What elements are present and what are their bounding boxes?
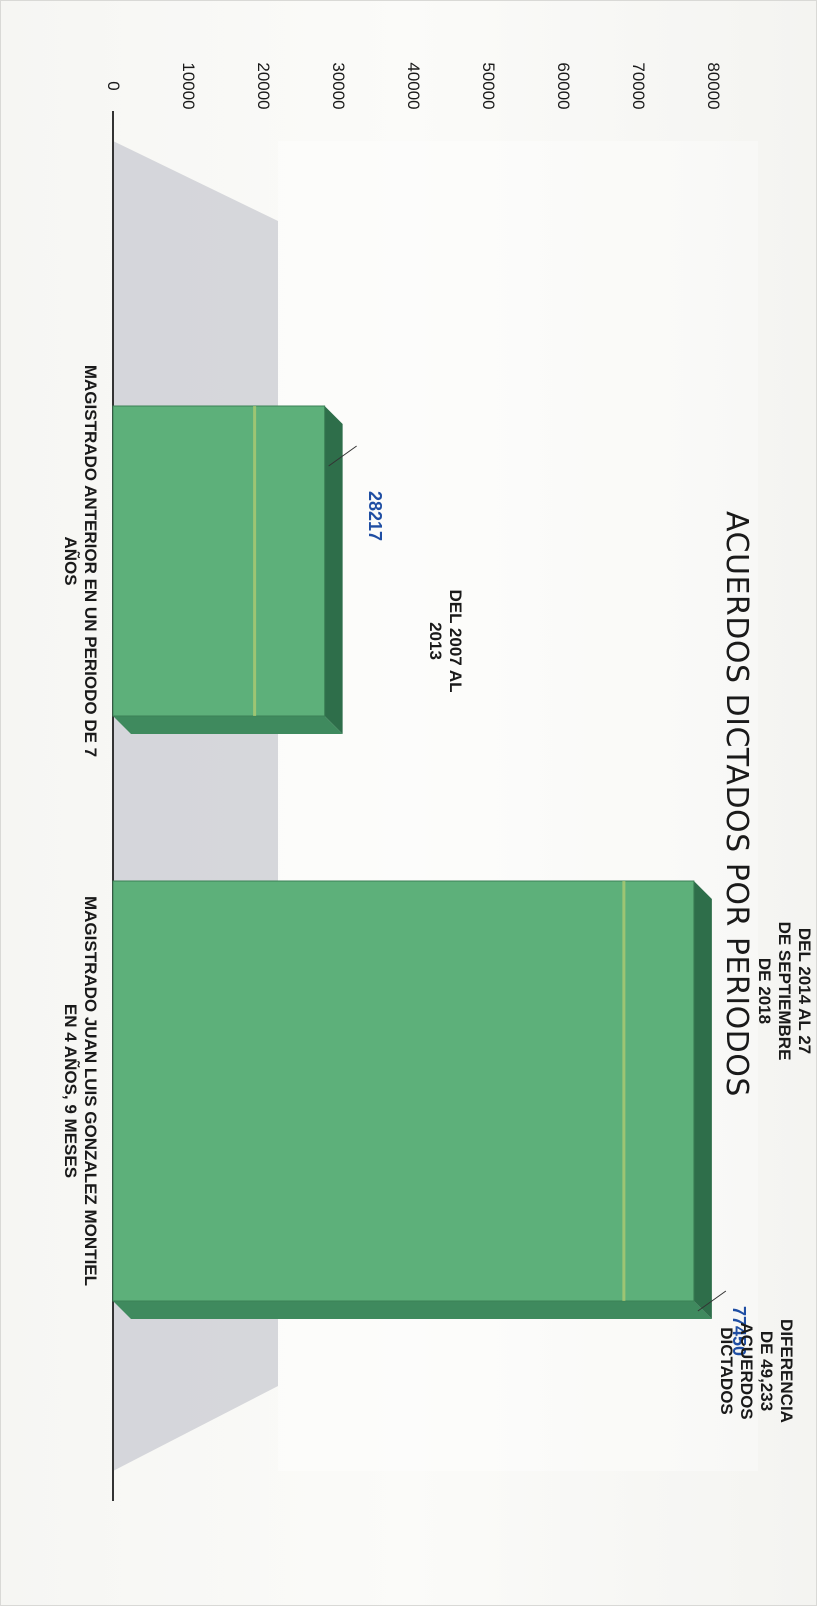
y-tick-label: 50000 (479, 62, 498, 110)
value-leader-line (328, 445, 357, 467)
bar-side (113, 1301, 712, 1319)
data-value-label: 28217 (364, 491, 385, 542)
period-label: DEL 2007 AL 2013 (425, 589, 465, 693)
bar-top (693, 881, 712, 1319)
bar (112, 405, 326, 717)
y-tick-label: 20000 (254, 62, 273, 110)
category-label: MAGISTRADO JUAN LUIS GONZALEZ MONTIEL EN … (61, 895, 100, 1287)
y-tick-label: 0 (104, 81, 123, 91)
bar-side (113, 716, 343, 734)
bar (112, 880, 695, 1302)
bar-top (324, 406, 343, 734)
y-tick-label: 10000 (179, 62, 198, 110)
period-label: DEL 2014 AL 27 DE SEPTIEMBRE DE 2018 (754, 921, 814, 1061)
y-tick-label: 80000 (704, 62, 723, 110)
difference-annotation: DIFERENCIA DE 49,233 ACUERDOS DICTADOS (717, 1319, 796, 1423)
category-label: MAGISTRADO ANTERIOR EN UN PERIODO DE 7 AÑ… (61, 364, 100, 758)
y-tick-label: 30000 (329, 62, 348, 110)
y-tick-label: 40000 (404, 62, 423, 110)
y-tick-label: 60000 (554, 62, 573, 110)
value-leader-line (697, 1290, 727, 1312)
y-tick-label: 70000 (629, 62, 648, 110)
